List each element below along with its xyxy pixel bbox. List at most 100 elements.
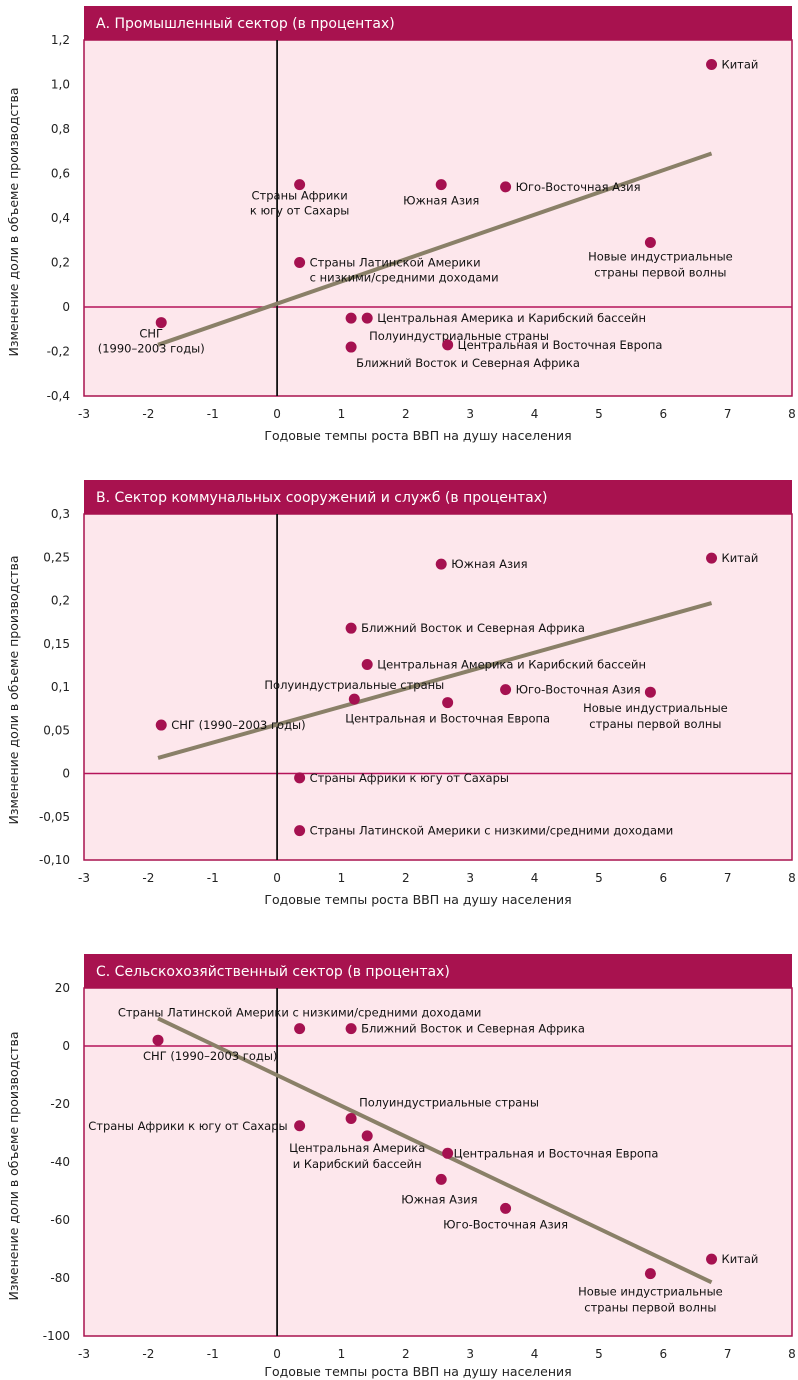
x-tick-label: 3 [466, 407, 474, 421]
x-tick-label: 8 [788, 871, 796, 885]
y-tick-label: 0 [62, 1039, 70, 1053]
y-tick-label: 0,15 [43, 637, 70, 651]
data-point-label: Ближний Восток и Северная Африка [356, 356, 580, 370]
x-axis-title: Годовые темпы роста ВВП на душу населени… [264, 428, 571, 443]
data-point [155, 719, 167, 731]
x-tick-label: 1 [338, 407, 346, 421]
data-point-label: Юго-Восточная Азия [516, 180, 641, 194]
x-tick-label: 2 [402, 1347, 410, 1361]
y-tick-label: -80 [50, 1271, 70, 1285]
y-tick-label: 0 [62, 767, 70, 781]
y-tick-label: -0,4 [47, 389, 70, 403]
y-tick-label: -20 [50, 1097, 70, 1111]
data-point-label: Новые индустриальные [583, 701, 728, 715]
x-tick-label: 4 [531, 407, 539, 421]
x-tick-label: 0 [273, 1347, 281, 1361]
data-point [345, 312, 357, 324]
y-axis-title: Изменение доли в объеме производства [6, 1032, 21, 1301]
y-tick-label: 0,2 [51, 594, 70, 608]
x-tick-label: 6 [659, 871, 667, 885]
data-point-label: (1990–2003 годы) [98, 342, 205, 356]
panel-title-band [84, 6, 792, 40]
data-point-label: Полуиндустриальные страны [264, 678, 444, 692]
data-point [500, 1202, 512, 1214]
data-point-label: Ближний Восток и Северная Африка [361, 1022, 585, 1036]
x-tick-label: 3 [466, 871, 474, 885]
y-tick-label: 0,6 [51, 167, 70, 181]
trend-line [157, 151, 713, 347]
y-tick-label: 20 [55, 981, 70, 995]
data-point-label: страны первой волны [589, 717, 721, 731]
x-axis-title: Годовые темпы роста ВВП на душу населени… [264, 892, 571, 907]
x-tick-label: 1 [338, 871, 346, 885]
panel-1: А. Промышленный сектор (в процентах) -3 -2… [6, 6, 796, 443]
panel-title-band [84, 954, 792, 988]
data-point [442, 339, 454, 351]
x-tick-label: 6 [659, 1347, 667, 1361]
data-point-label: Центральная Америка и Карибский бассейн [377, 311, 646, 325]
panel-title: С. Сельскохозяйственный сектор (в процен… [96, 964, 450, 980]
x-tick-label: 3 [466, 1347, 474, 1361]
data-point-label: Китай [722, 57, 759, 71]
data-point [442, 697, 454, 709]
data-point-label: Новые индустриальные [578, 1285, 723, 1299]
data-point-label: Южная Азия [401, 1192, 477, 1206]
trend-line [157, 1016, 713, 1285]
data-point [155, 317, 167, 329]
y-axis-title: Изменение доли в объеме производства [6, 556, 21, 825]
data-point-label: к югу от Сахары [250, 204, 350, 218]
y-tick-label: 0,25 [43, 550, 70, 564]
data-point [706, 1253, 718, 1265]
x-axis-title: Годовые темпы роста ВВП на душу населени… [264, 1364, 571, 1379]
panel-2: В. Сектор коммунальных сооружений и служ… [6, 480, 796, 907]
data-point [500, 684, 512, 696]
data-point [152, 1034, 164, 1046]
plot-area [83, 39, 793, 397]
data-point [345, 1113, 357, 1124]
x-tick-label: 1 [338, 1347, 346, 1361]
y-tick-label: 1,2 [51, 33, 70, 47]
data-point-label: Новые индустриальные [588, 249, 733, 263]
data-point-label: Ближний Восток и Северная Африка [361, 621, 585, 635]
x-tick-label: 6 [659, 407, 667, 421]
x-tick-label: 0 [273, 407, 281, 421]
data-point [644, 1268, 656, 1280]
data-point [361, 659, 373, 671]
x-tick-label: -3 [78, 407, 90, 421]
x-tick-label: 5 [595, 871, 603, 885]
data-point-label: Центральная и Восточная Европа [454, 1146, 659, 1160]
x-tick-label: 7 [724, 407, 732, 421]
data-point [348, 693, 360, 705]
y-tick-label: -0,2 [47, 345, 70, 359]
data-point-label: Полуиндустриальные страны [369, 329, 549, 343]
data-point [500, 181, 512, 193]
x-tick-label: -2 [142, 871, 154, 885]
panel-title-band [84, 480, 792, 514]
y-tick-label: -0,10 [39, 853, 70, 867]
y-tick-label: 0 [62, 300, 70, 314]
x-tick-label: 7 [724, 871, 732, 885]
panel-title: В. Сектор коммунальных сооружений и служ… [96, 490, 547, 506]
x-tick-label: 4 [531, 1347, 539, 1361]
data-point [435, 1173, 447, 1185]
x-tick-label: 2 [402, 407, 410, 421]
data-point-label: Юго-Восточная Азия [516, 683, 641, 697]
y-tick-label: -40 [50, 1155, 70, 1169]
x-tick-label: 5 [595, 407, 603, 421]
data-point-label: Страны Африки к югу от Сахары [310, 771, 509, 785]
data-point-label: Страны Латинской Америки с низкими/средн… [310, 824, 674, 838]
panel-3: С. Сельскохозяйственный сектор (в процен… [6, 954, 796, 1379]
y-tick-label: 1,0 [51, 78, 70, 92]
trend-line [157, 601, 713, 760]
data-point [294, 772, 306, 784]
data-point-label: Китай [722, 1252, 759, 1266]
data-point-label: Центральная и Восточная Европа [458, 338, 663, 352]
x-tick-label: -1 [207, 407, 219, 421]
data-point [294, 179, 306, 191]
data-point-label: Китай [722, 551, 759, 565]
data-point-label: Страны Латинской Америки с низкими/средн… [118, 1006, 482, 1020]
x-tick-label: -3 [78, 871, 90, 885]
data-point-label: Страны Африки [252, 189, 348, 203]
data-point-label: СНГ (1990–2003 годы) [171, 718, 305, 732]
x-tick-label: -2 [142, 407, 154, 421]
